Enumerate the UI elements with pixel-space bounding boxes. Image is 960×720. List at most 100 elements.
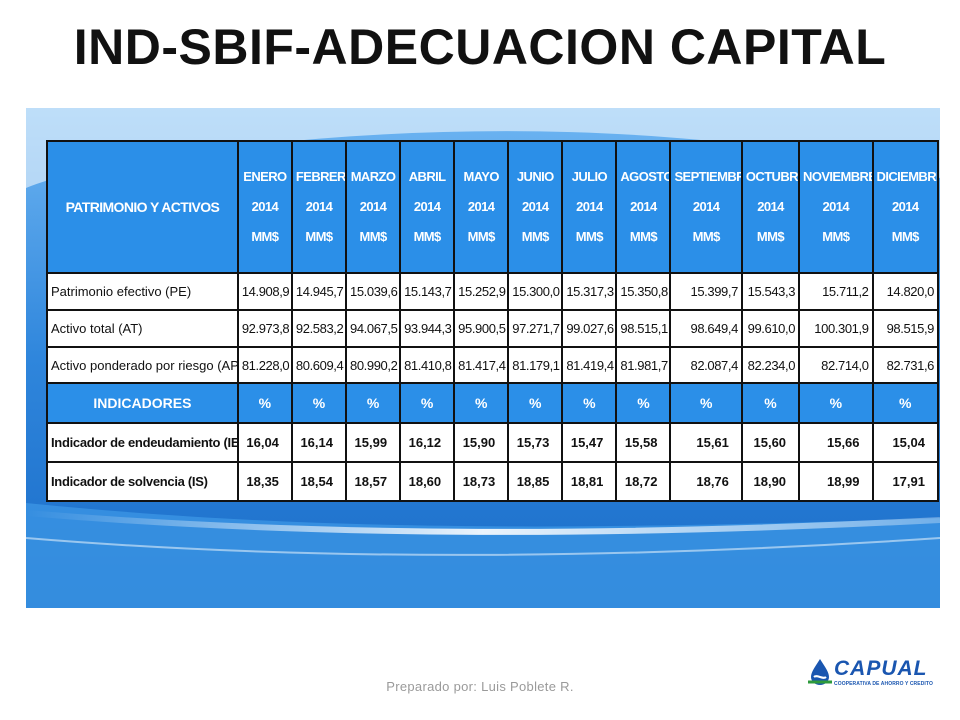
month-header-unit: MM$ [692,229,721,245]
indicator-cell: 18,35 [236,461,293,502]
corner-header: PATRIMONIO Y ACTIVOS [46,139,239,275]
slide-title: IND-SBIF-ADECUACION CAPITAL [73,19,887,75]
table-cell: 15.711,2 [798,272,874,311]
table-cell: 92.973,8 [236,308,293,348]
row-label: Activo total (AT) [46,308,239,348]
table-cell: 97.271,7 [507,308,564,348]
indicator-cell: 15,90 [453,422,510,464]
indicator-cell: 15,61 [669,422,743,464]
indicator-cell: 18,54 [290,461,348,502]
footer-credit: Preparado por: Luis Poblete R. [386,679,574,694]
month-header-month: MAYO [463,169,499,185]
percent-unit-header: % [871,382,940,425]
percent-unit-header: % [453,382,510,425]
month-header-year: 2014 [692,199,720,215]
month-header: ENERO 2014 MM$ [236,139,293,275]
percent-unit-header: % [669,382,743,425]
month-header: SEPTIEMBRE 2014 MM$ [669,139,743,275]
table-cell: 81.228,0 [236,345,293,385]
month-header-year: 2014 [251,199,279,215]
month-header-year: 2014 [892,199,919,215]
table-cell: 92.583,2 [290,308,348,348]
month-header: AGOSTO 2014 MM$ [615,139,672,275]
indicator-cell: 16,14 [290,422,348,464]
percent-unit-header: % [507,382,564,425]
month-header: NOVIEMBRE 2014 MM$ [798,139,874,275]
indicator-row: Indicador de endeudamiento (IE) 16,04 16,1… [46,422,940,464]
table-cell: 81.179,1 [507,345,564,385]
month-header-unit: MM$ [891,229,920,245]
month-header-year: 2014 [413,199,441,215]
table-row: Patrimonio efectivo (PE) 14.908,9 14.945,7… [46,272,940,311]
table-cell: 15.350,8 [615,272,672,311]
indicator-row: Indicador de solvencia (IS) 18,35 18,54 18,… [46,461,940,502]
indicator-cell: 18,72 [615,461,672,502]
month-header-unit: MM$ [521,229,550,245]
indicator-cell: 18,57 [344,461,402,502]
table-cell: 81.417,4 [453,345,510,385]
table-cell: 82.714,0 [798,345,874,385]
table-cell: 82.731,6 [871,345,940,385]
indicator-label: Indicador de endeudamiento (IE) [46,422,239,464]
indicators-header-row: INDICADORES%%%%%%%%%%%% [46,382,940,425]
month-header-unit: MM$ [756,229,785,245]
month-header-unit: MM$ [251,229,279,245]
month-header: MAYO 2014 MM$ [453,139,510,275]
percent-unit-header: % [344,382,402,425]
month-header-unit: MM$ [629,229,658,245]
capual-logo-icon [808,659,832,685]
month-header: FEBRERO 2014 MM$ [290,139,348,275]
logo-wordmark: CAPUAL [834,657,928,680]
percent-unit-header: % [399,382,456,425]
month-header-month: FEBRERO [295,169,346,185]
percent-unit-header: % [740,382,801,425]
month-header-year: 2014 [305,199,333,215]
month-header-month: JUNIO [516,169,554,185]
month-header-year: 2014 [359,199,387,215]
month-header-year: 2014 [630,199,657,215]
logo-tagline: COOPERATIVA DE AHORRO Y CREDITO [834,681,933,687]
month-header-month: AGOSTO [620,169,671,185]
table-cell: 95.900,5 [453,308,510,348]
table-row: Activo ponderado por riesgo (AP) 81.228,0… [46,345,940,385]
month-header-month: ENERO [243,169,287,185]
indicator-cell: 17,91 [871,461,940,502]
table-cell: 15.252,9 [453,272,510,311]
month-header-month: MARZO [350,169,396,185]
table-cell: 80.609,4 [290,345,348,385]
percent-unit-header: % [236,382,293,425]
month-header: DICIEMBRE 2014 MM$ [871,139,940,275]
table-cell: 98.515,9 [871,308,940,348]
month-header-year: 2014 [576,199,603,215]
table-cell: 80.990,2 [344,345,402,385]
month-header: MARZO 2014 MM$ [344,139,402,275]
percent-unit-header: % [615,382,672,425]
table-cell: 15.039,6 [344,272,402,311]
table-cell: 14.820,0 [871,272,940,311]
month-header-year: 2014 [822,199,850,215]
indicator-cell: 15,04 [871,422,940,464]
month-header-month: JULIO [571,169,608,185]
table-cell: 15.300,0 [507,272,564,311]
indicator-label: Indicador de solvencia (IS) [46,461,239,502]
indicator-cell: 15,47 [561,422,618,464]
month-header-month: DICIEMBRE [876,169,938,185]
indicator-cell: 18,90 [740,461,801,502]
month-header-month: NOVIEMBRE [803,169,873,185]
table-cell: 99.610,0 [740,308,801,348]
table-cell: 15.317,3 [561,272,618,311]
month-header-unit: MM$ [413,229,442,245]
month-header-year: 2014 [757,199,784,215]
percent-unit-header: % [798,382,874,425]
table-cell: 15.399,7 [669,272,743,311]
table-cell: 14.945,7 [290,272,348,311]
month-header-unit: MM$ [822,229,850,245]
indicator-cell: 18,81 [561,461,618,502]
month-header-unit: MM$ [575,229,604,245]
indicator-cell: 18,99 [798,461,874,502]
month-header-unit: MM$ [359,229,387,245]
indicator-cell: 18,76 [669,461,743,502]
month-header: ABRIL 2014 MM$ [399,139,456,275]
